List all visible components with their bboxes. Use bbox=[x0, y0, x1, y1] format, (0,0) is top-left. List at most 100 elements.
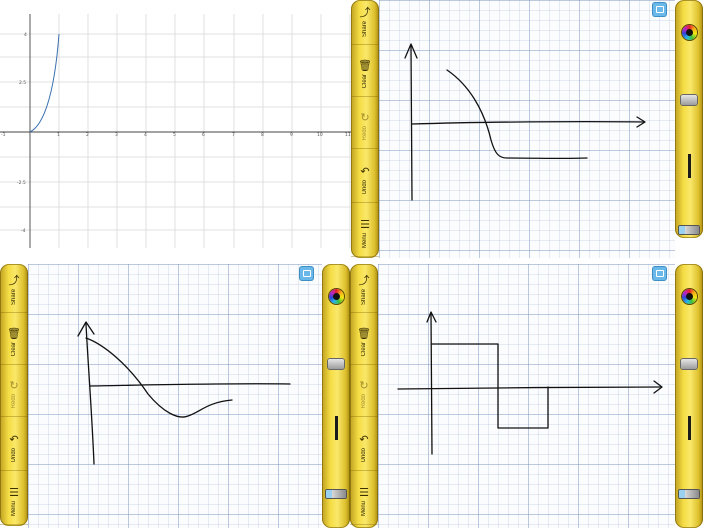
clear-button[interactable]: 🗑 Clear bbox=[351, 52, 379, 97]
eraser-icon bbox=[681, 359, 697, 369]
share-button[interactable]: ⤴ Share bbox=[0, 268, 28, 313]
pencil-icon bbox=[326, 490, 346, 498]
drawing-canvas[interactable] bbox=[378, 264, 675, 528]
sketch bbox=[397, 311, 663, 455]
x-tick-label: 4 bbox=[144, 132, 147, 138]
redo-label: Redo bbox=[11, 393, 17, 409]
undo-button[interactable]: ↶ Undo bbox=[350, 426, 378, 471]
sketch bbox=[77, 321, 291, 465]
menu-button[interactable]: ☰ Menu bbox=[350, 480, 378, 525]
menu-button[interactable]: ☰ Menu bbox=[0, 480, 28, 525]
function-plot: -1 1 2 3 4 5 6 7 8 9 10 11 4 2.5 -2.5 -4 bbox=[0, 14, 352, 248]
clear-label: Clear bbox=[361, 341, 367, 357]
x-tick-label: 11 bbox=[345, 132, 351, 138]
share-icon: ⤴ bbox=[358, 273, 370, 287]
menu-label: Menu bbox=[361, 501, 367, 517]
left-toolbar: ⤴ Share 🗑 Clear ↻ Redo ↶ Undo ☰ Menu bbox=[0, 264, 28, 526]
pen-width-icon bbox=[687, 416, 691, 440]
note-icon[interactable] bbox=[653, 3, 666, 16]
x-tick-label: 5 bbox=[173, 132, 176, 138]
note-icon[interactable] bbox=[300, 267, 313, 280]
color-wheel-icon bbox=[681, 288, 697, 304]
trash-icon: 🗑 bbox=[358, 58, 372, 72]
x-tick-label: 2 bbox=[86, 132, 89, 138]
menu-button[interactable]: ☰ Menu bbox=[351, 212, 379, 257]
undo-label: Undo bbox=[11, 447, 17, 463]
share-icon: ⤴ bbox=[359, 5, 371, 19]
undo-button[interactable]: ↶ Undo bbox=[351, 158, 379, 203]
color-wheel-icon bbox=[681, 24, 697, 40]
drawing-canvas[interactable] bbox=[28, 264, 322, 528]
pen-width-icon bbox=[687, 154, 691, 178]
clear-label: Clear bbox=[11, 341, 17, 357]
right-toolbar bbox=[322, 264, 350, 528]
redo-label: Redo bbox=[362, 125, 368, 141]
eraser-icon bbox=[681, 95, 697, 105]
left-toolbar: ⤴ Share 🗑 Clear ↻ Redo ↶ Undo ☰ Menu bbox=[351, 0, 379, 258]
share-label: Share bbox=[361, 288, 367, 305]
clear-label: Clear bbox=[362, 73, 368, 89]
y-tick-label: 4 bbox=[24, 32, 27, 38]
color-picker-button[interactable] bbox=[675, 22, 703, 42]
note-icon[interactable] bbox=[653, 267, 666, 280]
eraser-button[interactable] bbox=[675, 354, 703, 374]
right-toolbar bbox=[675, 264, 703, 528]
sketch bbox=[404, 43, 646, 201]
pen-width-button[interactable] bbox=[675, 410, 703, 446]
color-picker-button[interactable] bbox=[675, 286, 703, 306]
undo-button[interactable]: ↶ Undo bbox=[0, 426, 28, 471]
redo-button[interactable]: ↻ Redo bbox=[351, 104, 379, 149]
menu-label: Menu bbox=[362, 233, 368, 249]
pencil-icon bbox=[679, 490, 699, 498]
pen-width-button[interactable] bbox=[675, 148, 703, 184]
eraser-icon bbox=[328, 359, 344, 369]
function-plot-panel: -1 1 2 3 4 5 6 7 8 9 10 11 4 2.5 -2.5 -4 bbox=[0, 0, 352, 264]
eraser-button[interactable] bbox=[675, 90, 703, 110]
redo-icon: ↻ bbox=[359, 378, 369, 392]
x-tick-label: -1 bbox=[1, 132, 6, 138]
pencil-button[interactable] bbox=[675, 222, 703, 238]
plotted-curve bbox=[29, 33, 60, 133]
color-picker-button[interactable] bbox=[322, 286, 350, 306]
undo-icon: ↶ bbox=[9, 432, 19, 446]
x-tick-label: 3 bbox=[115, 132, 118, 138]
x-tick-label: 9 bbox=[290, 132, 293, 138]
x-tick-label: 10 bbox=[317, 132, 323, 138]
y-tick-label: -4 bbox=[21, 228, 26, 234]
x-tick-label: 1 bbox=[57, 132, 60, 138]
pen-width-icon bbox=[334, 416, 338, 440]
share-button[interactable]: ⤴ Share bbox=[350, 268, 378, 313]
right-toolbar bbox=[675, 0, 703, 238]
clear-button[interactable]: 🗑 Clear bbox=[350, 320, 378, 365]
x-tick-label: 7 bbox=[232, 132, 235, 138]
y-tick-label: -2.5 bbox=[17, 180, 26, 186]
undo-label: Undo bbox=[362, 179, 368, 195]
menu-icon: ☰ bbox=[360, 218, 370, 232]
x-tick-label: 8 bbox=[261, 132, 264, 138]
redo-icon: ↻ bbox=[360, 110, 370, 124]
share-icon: ⤴ bbox=[8, 273, 20, 287]
pencil-button[interactable] bbox=[322, 486, 350, 502]
redo-icon: ↻ bbox=[9, 378, 19, 392]
share-label: Share bbox=[11, 288, 17, 305]
clear-button[interactable]: 🗑 Clear bbox=[0, 320, 28, 365]
menu-label: Menu bbox=[11, 501, 17, 517]
y-tick-label: 2.5 bbox=[19, 80, 26, 86]
share-button[interactable]: ⤴ Share bbox=[351, 0, 379, 45]
undo-icon: ↶ bbox=[360, 164, 370, 178]
undo-icon: ↶ bbox=[359, 432, 369, 446]
eraser-button[interactable] bbox=[322, 354, 350, 374]
trash-icon: 🗑 bbox=[357, 326, 371, 340]
redo-button[interactable]: ↻ Redo bbox=[0, 372, 28, 417]
left-toolbar: ⤴ Share 🗑 Clear ↻ Redo ↶ Undo ☰ Menu bbox=[350, 264, 378, 528]
x-tick-label: 6 bbox=[202, 132, 205, 138]
menu-icon: ☰ bbox=[359, 486, 369, 500]
menu-icon: ☰ bbox=[9, 486, 19, 500]
color-wheel-icon bbox=[328, 288, 344, 304]
drawing-canvas[interactable] bbox=[379, 0, 675, 258]
trash-icon: 🗑 bbox=[7, 326, 21, 340]
share-label: Share bbox=[362, 20, 368, 37]
pencil-button[interactable] bbox=[675, 486, 703, 502]
redo-button[interactable]: ↻ Redo bbox=[350, 372, 378, 417]
pen-width-button[interactable] bbox=[322, 410, 350, 446]
